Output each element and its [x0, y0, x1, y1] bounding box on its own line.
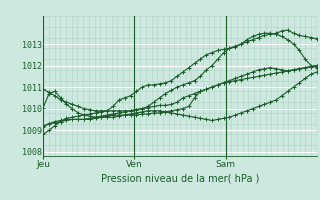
X-axis label: Pression niveau de la mer( hPa ): Pression niveau de la mer( hPa ) — [101, 173, 259, 183]
